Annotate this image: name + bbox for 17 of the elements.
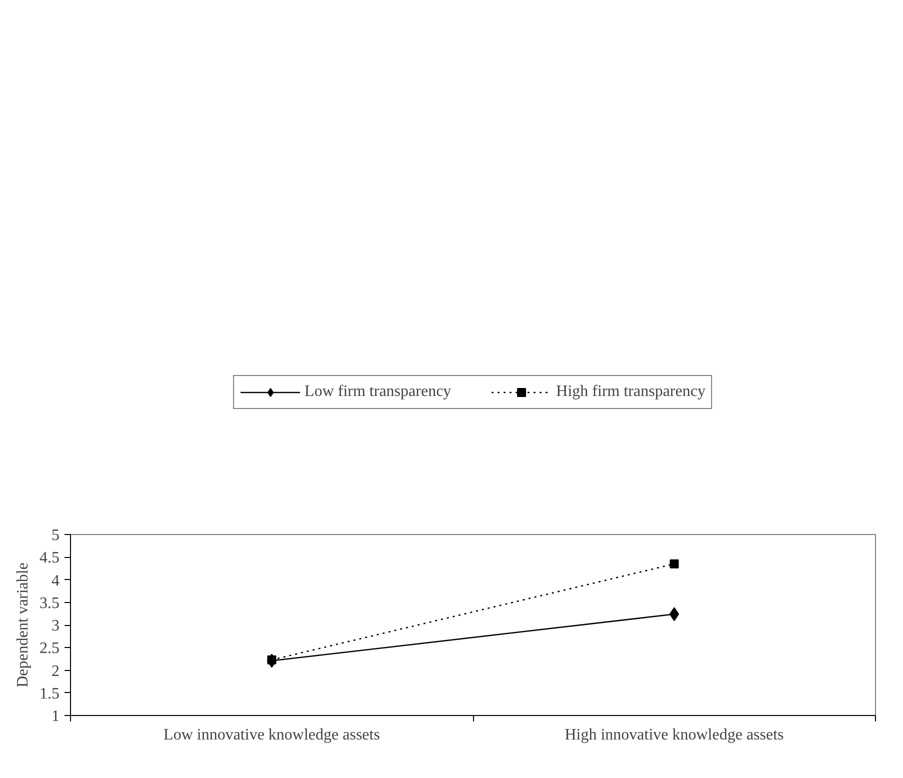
legend-label: High firm transparency xyxy=(556,383,706,401)
y-tick-label: 3.5 xyxy=(40,594,60,612)
legend-label: Low firm transparency xyxy=(304,383,452,401)
x-tick-label: Low innovative knowledge assets xyxy=(164,726,380,744)
y-tick-label: 1 xyxy=(52,708,60,725)
y-axis-title: Dependent variable xyxy=(14,562,32,688)
y-tick-label: 2 xyxy=(52,662,60,680)
x-tick-label: High innovative knowledge assets xyxy=(564,726,784,744)
y-tick-label: 2.5 xyxy=(40,640,60,658)
point xyxy=(669,607,680,622)
y-tick-label: 5 xyxy=(52,527,60,544)
y-tick-label: 4.5 xyxy=(40,550,60,567)
y-tick-label: 3 xyxy=(52,618,60,634)
point xyxy=(266,654,277,668)
y-tick-label: 1.5 xyxy=(40,685,60,702)
point xyxy=(670,559,679,568)
y-tick-label: 4 xyxy=(52,572,60,590)
